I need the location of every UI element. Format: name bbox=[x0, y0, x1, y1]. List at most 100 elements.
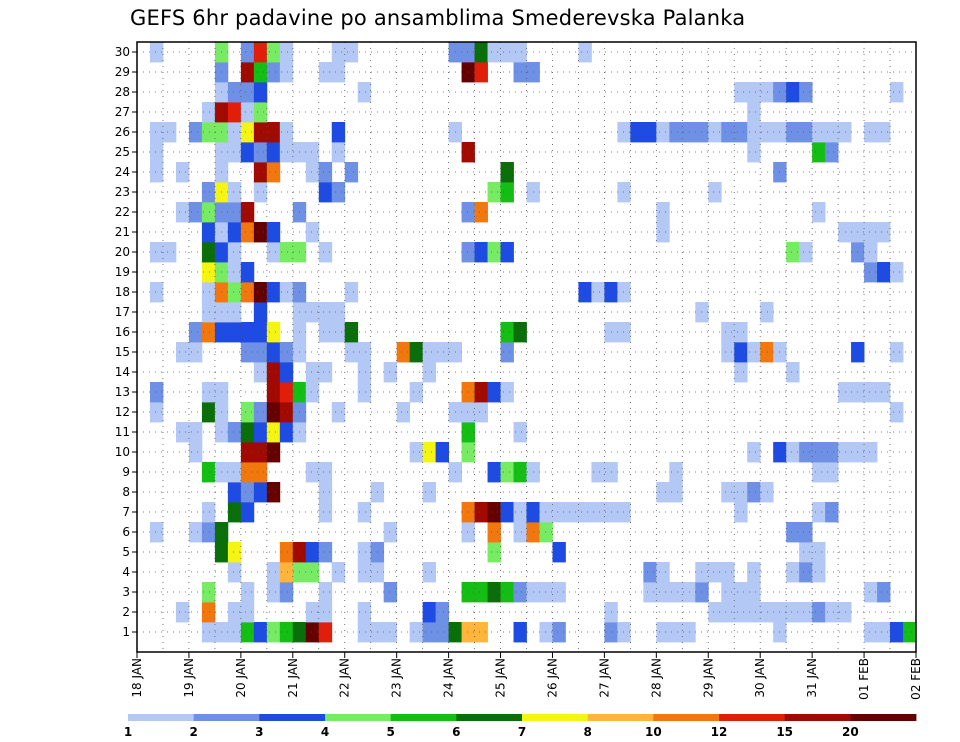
heatmap-cell bbox=[279, 542, 294, 563]
heatmap-cell bbox=[331, 302, 346, 323]
heatmap-cell bbox=[578, 42, 592, 63]
heatmap-cell bbox=[799, 522, 813, 543]
heatmap-cell bbox=[500, 42, 514, 63]
heatmap-cell bbox=[188, 202, 203, 223]
heatmap-cell bbox=[318, 362, 333, 383]
heatmap-cell bbox=[786, 122, 800, 143]
x-tick-label: 24 JAN bbox=[442, 658, 456, 698]
heatmap-cell bbox=[461, 442, 475, 463]
heatmap-cell bbox=[474, 382, 488, 403]
heatmap-cell bbox=[578, 502, 592, 523]
heatmap-cell bbox=[513, 42, 527, 63]
heatmap-cell bbox=[240, 602, 255, 623]
heatmap-cell bbox=[266, 382, 281, 403]
heatmap-cell bbox=[253, 162, 268, 183]
heatmap-cell bbox=[721, 582, 735, 603]
heatmap-cell bbox=[201, 262, 216, 283]
heatmap-cell bbox=[708, 562, 722, 583]
heatmap-cell bbox=[747, 342, 761, 363]
heatmap-cell bbox=[656, 482, 670, 503]
y-tick-label: 29 bbox=[115, 65, 130, 79]
y-tick-label: 3 bbox=[122, 585, 130, 599]
x-tick-label: 26 JAN bbox=[545, 658, 559, 698]
heatmap-cell bbox=[903, 622, 917, 643]
y-tick-label: 21 bbox=[115, 225, 130, 239]
heatmap-cell bbox=[253, 482, 268, 503]
heatmap-cell bbox=[227, 482, 242, 503]
heatmap-cell bbox=[279, 42, 294, 63]
heatmap-cell bbox=[318, 242, 333, 263]
heatmap-cell bbox=[461, 142, 475, 163]
heatmap-cell bbox=[877, 122, 891, 143]
heatmap-cell bbox=[253, 62, 268, 83]
heatmap-cell bbox=[253, 122, 268, 143]
heatmap-cell bbox=[331, 42, 346, 63]
heatmap-cell bbox=[227, 602, 242, 623]
heatmap-cell bbox=[721, 322, 735, 343]
heatmap-cell bbox=[201, 502, 216, 523]
heatmap-cell bbox=[461, 202, 475, 223]
x-tick-label: 28 JAN bbox=[649, 658, 663, 698]
heatmap-cell bbox=[461, 582, 475, 603]
heatmap-cell bbox=[786, 602, 800, 623]
heatmap-cell bbox=[864, 442, 878, 463]
colorbar-swatch bbox=[719, 714, 786, 721]
heatmap-cell bbox=[812, 602, 826, 623]
heatmap-cell bbox=[786, 82, 800, 103]
heatmap-cell bbox=[422, 602, 437, 623]
heatmap-cell bbox=[253, 462, 268, 483]
y-tick-label: 27 bbox=[115, 105, 130, 119]
heatmap-cell bbox=[227, 422, 242, 443]
heatmap-cell bbox=[201, 402, 216, 423]
colorbar-swatch bbox=[128, 714, 195, 721]
heatmap-cell bbox=[266, 242, 281, 263]
heatmap-cell bbox=[266, 362, 281, 383]
heatmap-cell bbox=[656, 582, 670, 603]
y-tick-label: 17 bbox=[115, 305, 130, 319]
heatmap-cell bbox=[305, 362, 320, 383]
heatmap-cell bbox=[253, 182, 268, 203]
heatmap-cell bbox=[838, 442, 852, 463]
heatmap-cell bbox=[552, 542, 566, 563]
heatmap-cell bbox=[474, 62, 488, 83]
heatmap-cell bbox=[149, 122, 164, 143]
heatmap-cell bbox=[357, 362, 372, 383]
heatmap-cell bbox=[643, 582, 657, 603]
colorbar-swatch bbox=[325, 714, 392, 721]
heatmap-cell bbox=[708, 122, 722, 143]
heatmap-cell bbox=[747, 142, 761, 163]
heatmap-cell bbox=[318, 542, 333, 563]
heatmap-cell bbox=[331, 142, 346, 163]
heatmap-cell bbox=[175, 162, 190, 183]
heatmap-cell bbox=[253, 302, 268, 323]
heatmap-cell bbox=[279, 282, 294, 303]
heatmap-cell bbox=[227, 222, 242, 243]
heatmap-cell bbox=[188, 522, 203, 543]
heatmap-cell bbox=[461, 422, 475, 443]
heatmap-cell bbox=[149, 522, 164, 543]
heatmap-cell bbox=[760, 122, 774, 143]
heatmap-cell bbox=[305, 302, 320, 323]
heatmap-cell bbox=[734, 582, 748, 603]
heatmap-cell bbox=[500, 582, 514, 603]
heatmap-cell bbox=[240, 42, 255, 63]
heatmap-cell bbox=[643, 562, 657, 583]
heatmap-cell bbox=[578, 282, 592, 303]
heatmap-cell bbox=[383, 622, 398, 643]
heatmap-cell bbox=[461, 522, 475, 543]
heatmap-cell bbox=[227, 182, 242, 203]
heatmap-cell bbox=[318, 182, 333, 203]
heatmap-cell bbox=[474, 202, 488, 223]
heatmap-cell bbox=[747, 482, 761, 503]
heatmap-cell bbox=[825, 602, 839, 623]
heatmap-cell bbox=[266, 402, 281, 423]
y-tick-label: 16 bbox=[115, 325, 130, 339]
heatmap-cell bbox=[877, 382, 891, 403]
heatmap-cell bbox=[253, 322, 268, 343]
heatmap-cell bbox=[318, 622, 333, 643]
heatmap-cell bbox=[656, 202, 670, 223]
heatmap-cell bbox=[747, 102, 761, 123]
colorbar: 1 2 3 4 5 6 7 8 10 12 15 20 bbox=[124, 714, 917, 739]
heatmap-cell bbox=[266, 582, 281, 603]
